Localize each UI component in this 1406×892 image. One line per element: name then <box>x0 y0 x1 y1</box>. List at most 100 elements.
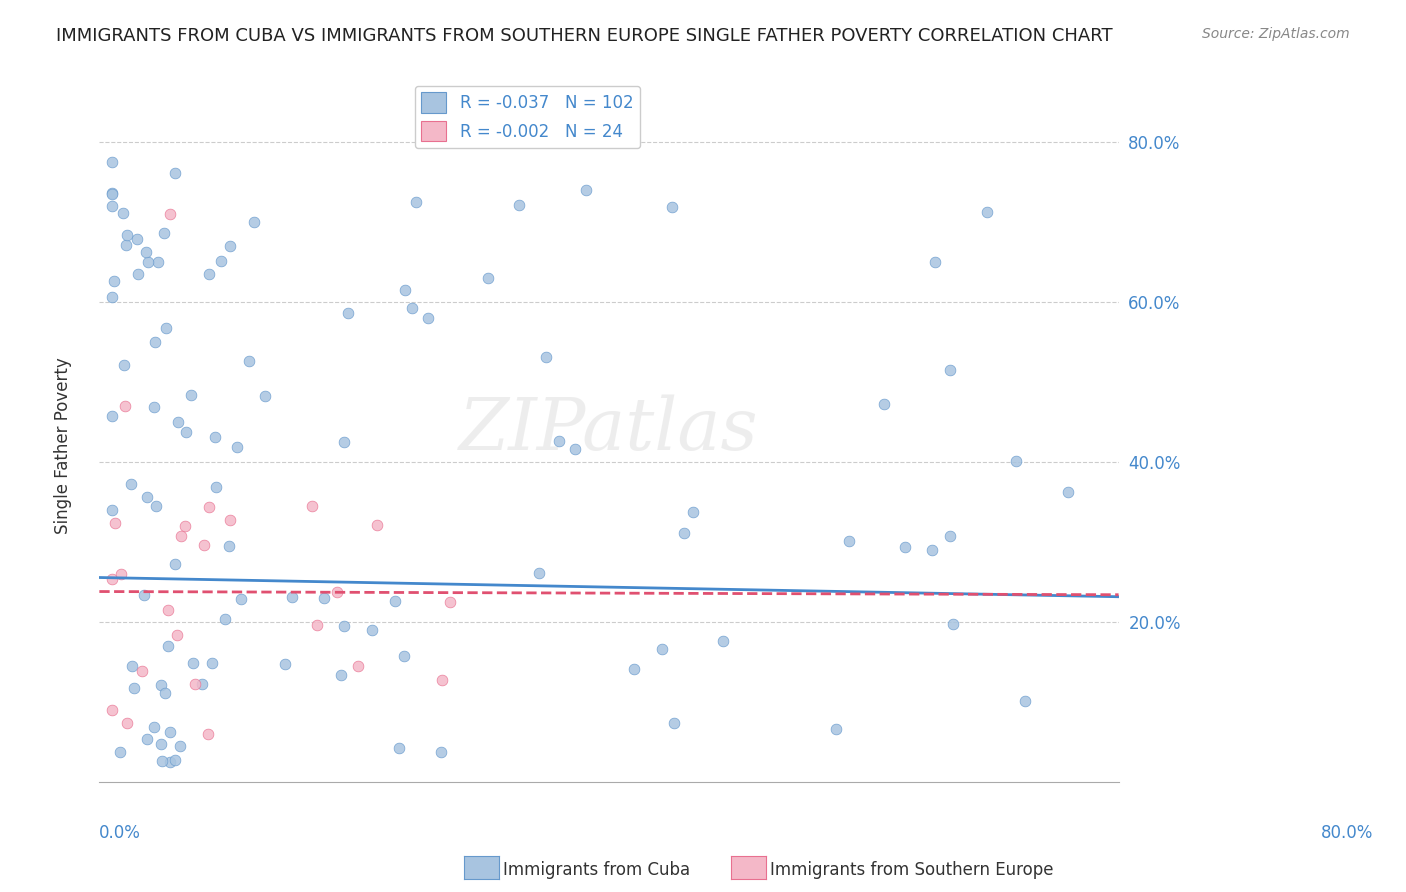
Point <box>564 442 586 456</box>
Point <box>924 255 946 269</box>
Point <box>173 519 195 533</box>
Point <box>170 529 193 543</box>
Point <box>125 232 148 246</box>
Point <box>101 503 124 517</box>
Point <box>825 722 848 736</box>
Point <box>388 740 411 755</box>
Point <box>197 268 219 282</box>
Text: IMMIGRANTS FROM CUBA VS IMMIGRANTS FROM SOUTHERN EUROPE SINGLE FATHER POVERTY CO: IMMIGRANTS FROM CUBA VS IMMIGRANTS FROM … <box>56 27 1114 45</box>
Point <box>149 738 172 752</box>
Point <box>205 480 228 494</box>
Point <box>101 186 124 201</box>
Point <box>921 543 943 558</box>
Point <box>229 592 252 607</box>
Point <box>131 665 153 679</box>
Text: Single Father Poverty: Single Father Poverty <box>55 358 72 534</box>
Point <box>242 214 264 228</box>
Text: Source: ZipAtlas.com: Source: ZipAtlas.com <box>1202 27 1350 41</box>
Point <box>366 517 388 532</box>
Point <box>405 195 427 210</box>
Point <box>111 206 134 220</box>
Point <box>101 186 124 200</box>
Point <box>135 731 157 746</box>
Point <box>201 656 224 670</box>
Point <box>218 539 240 553</box>
Point <box>662 715 685 730</box>
Point <box>333 434 356 449</box>
Point <box>101 290 124 304</box>
Point <box>145 499 167 513</box>
Point <box>101 155 124 169</box>
Point <box>873 396 896 410</box>
Point <box>166 628 188 642</box>
Point <box>838 534 860 549</box>
Point <box>117 716 139 731</box>
Point <box>103 274 125 288</box>
Point <box>301 500 323 514</box>
Point <box>159 725 181 739</box>
Point <box>165 753 187 767</box>
Point <box>416 310 439 325</box>
Text: Immigrants from Cuba: Immigrants from Cuba <box>503 861 690 879</box>
Point <box>219 512 242 526</box>
Point <box>392 648 415 663</box>
Point <box>394 283 416 297</box>
Point <box>1004 453 1026 467</box>
Point <box>575 183 598 197</box>
Point <box>146 254 169 268</box>
Point <box>163 166 186 180</box>
Point <box>155 321 177 335</box>
Point <box>673 526 696 541</box>
Point <box>101 572 124 586</box>
Point <box>122 681 145 695</box>
Point <box>183 677 205 691</box>
Point <box>651 642 673 657</box>
Point <box>939 529 962 543</box>
Point <box>191 677 214 691</box>
Point <box>529 566 551 581</box>
Point <box>135 244 157 259</box>
Point <box>101 409 124 424</box>
Point <box>336 306 359 320</box>
Point <box>163 558 186 572</box>
Point <box>894 540 917 554</box>
Point <box>976 205 998 219</box>
Point <box>110 567 132 582</box>
Text: ZIPatlas: ZIPatlas <box>460 394 759 465</box>
Point <box>333 619 356 633</box>
Point <box>198 500 221 515</box>
Point <box>150 754 173 768</box>
Point <box>169 739 191 753</box>
Point <box>401 301 423 316</box>
Point <box>159 755 181 769</box>
Point <box>623 662 645 676</box>
Point <box>477 270 499 285</box>
Point <box>326 585 349 599</box>
Point <box>329 668 352 682</box>
Point <box>115 227 138 242</box>
Text: 0.0%: 0.0% <box>100 824 141 842</box>
Point <box>197 727 219 741</box>
Point <box>711 633 734 648</box>
Point <box>149 678 172 692</box>
Point <box>114 399 136 413</box>
Point <box>135 491 157 505</box>
Point <box>661 200 683 214</box>
Point <box>508 197 530 211</box>
Point <box>361 623 384 637</box>
Point <box>209 253 232 268</box>
Point <box>157 639 180 653</box>
Point <box>132 588 155 602</box>
Point <box>939 363 962 377</box>
Point <box>153 686 176 700</box>
Point <box>174 425 197 439</box>
Point <box>142 720 165 734</box>
Point <box>548 434 571 448</box>
Point <box>430 745 453 759</box>
Point <box>1014 694 1036 708</box>
Text: 80.0%: 80.0% <box>1322 824 1374 842</box>
Point <box>214 612 236 626</box>
Point <box>314 591 336 605</box>
Point <box>143 400 166 414</box>
Point <box>307 618 329 632</box>
